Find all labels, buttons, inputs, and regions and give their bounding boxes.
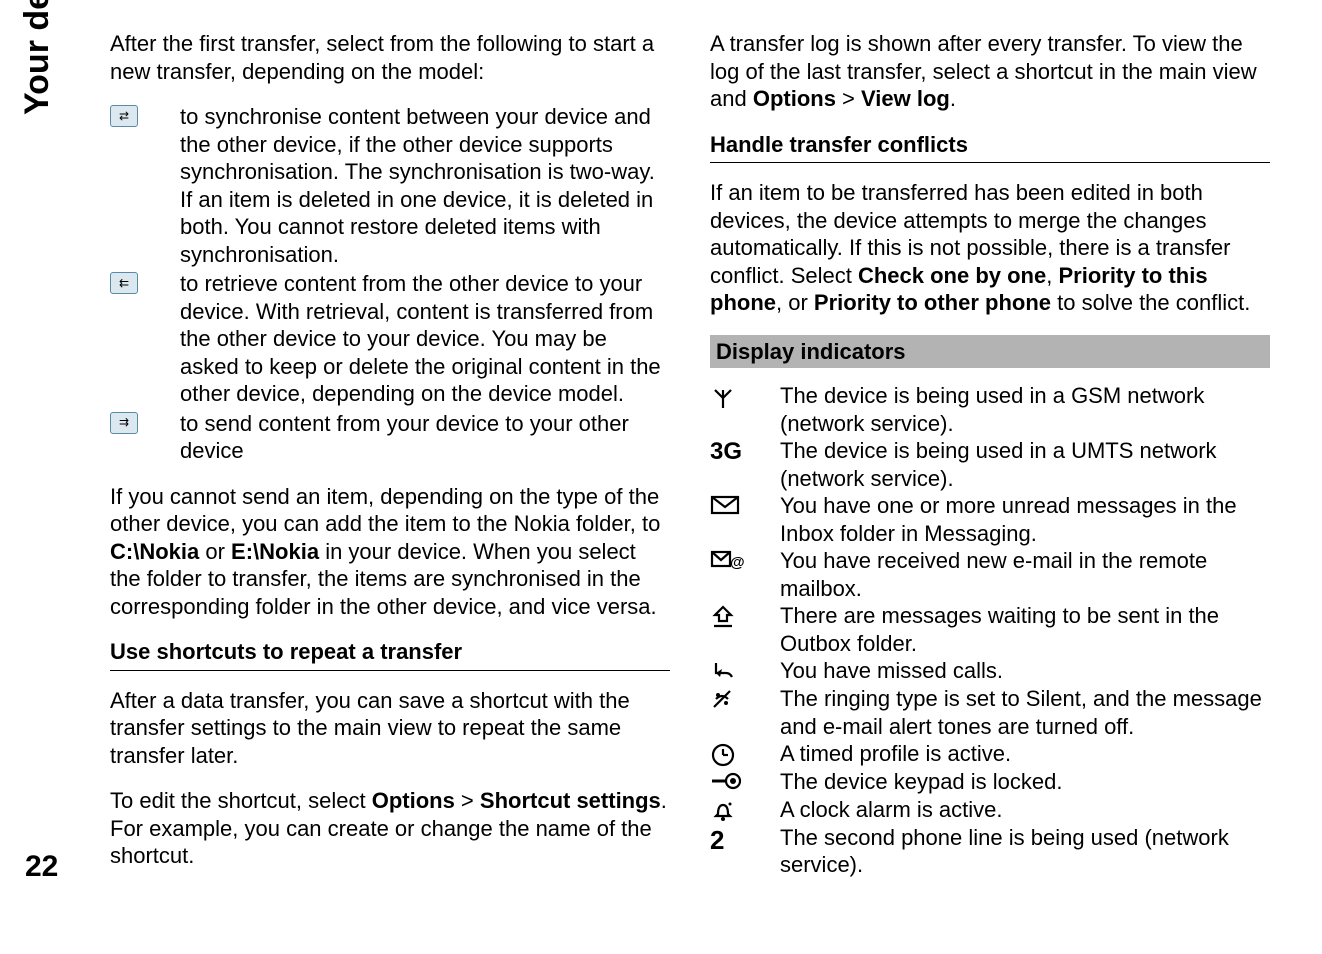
email-at-icon: @ xyxy=(710,547,780,571)
indicators-list: The device is being used in a GSM networ… xyxy=(710,382,1270,879)
text: to solve the conflict. xyxy=(1051,290,1250,315)
indicator-text: The device keypad is locked. xyxy=(780,768,1270,796)
indicator-text: The second phone line is being used (net… xyxy=(780,824,1270,879)
shortcut-settings-label: Shortcut settings xyxy=(480,788,661,813)
indicator-row: 2The second phone line is being used (ne… xyxy=(710,824,1270,879)
indicator-text: The ringing type is set to Silent, and t… xyxy=(780,685,1270,740)
alarm-icon xyxy=(710,796,780,824)
indicator-text: A clock alarm is active. xyxy=(780,796,1270,824)
options-label: Options xyxy=(372,788,455,813)
intro-paragraph: After the first transfer, select from th… xyxy=(110,30,670,85)
indicator-text: You have missed calls. xyxy=(780,657,1270,685)
indicator-row: A timed profile is active. xyxy=(710,740,1270,768)
sync-icon: ⇄ xyxy=(110,103,180,127)
indicator-text: There are messages waiting to be sent in… xyxy=(780,602,1270,657)
page-content: After the first transfer, select from th… xyxy=(110,30,1282,888)
shortcuts-heading: Use shortcuts to repeat a transfer xyxy=(110,638,670,671)
conflicts-paragraph: If an item to be transferred has been ed… xyxy=(710,179,1270,317)
clock-icon xyxy=(710,740,780,768)
transfer-option-send: ⇉ to send content from your device to yo… xyxy=(110,410,670,465)
indicator-row: The device is being used in a GSM networ… xyxy=(710,382,1270,437)
path-c: C:\Nokia xyxy=(110,539,199,564)
text: > xyxy=(455,788,480,813)
text: , or xyxy=(776,290,814,315)
text: , xyxy=(1046,263,1058,288)
sidebar-section-label: Your device xyxy=(18,0,57,115)
priority-other-label: Priority to other phone xyxy=(814,290,1051,315)
transfer-log-paragraph: A transfer log is shown after every tran… xyxy=(710,30,1270,113)
silent-icon xyxy=(710,685,780,711)
view-log-label: View log xyxy=(861,86,950,111)
missed-icon xyxy=(710,657,780,685)
indicator-row: There are messages waiting to be sent in… xyxy=(710,602,1270,657)
indicator-row: You have missed calls. xyxy=(710,657,1270,685)
indicator-text: You have received new e-mail in the remo… xyxy=(780,547,1270,602)
nokia-folder-paragraph: If you cannot send an item, depending on… xyxy=(110,483,670,621)
left-column: After the first transfer, select from th… xyxy=(110,30,670,888)
3G-icon: 3G xyxy=(710,437,780,465)
retrieve-text: to retrieve content from the other devic… xyxy=(180,270,670,408)
text: > xyxy=(836,86,861,111)
envelope-icon xyxy=(710,492,780,516)
send-text: to send content from your device to your… xyxy=(180,410,670,465)
transfer-option-sync: ⇄ to synchronise content between your de… xyxy=(110,103,670,268)
svg-text:@: @ xyxy=(730,554,744,571)
send-icon: ⇉ xyxy=(110,410,180,434)
indicator-row: The device keypad is locked. xyxy=(710,768,1270,796)
shortcut-edit-paragraph: To edit the shortcut, select Options > S… xyxy=(110,787,670,870)
options-label: Options xyxy=(753,86,836,111)
text: or xyxy=(199,539,231,564)
line2-icon: 2 xyxy=(710,824,780,855)
transfer-option-retrieve: ⇇ to retrieve content from the other dev… xyxy=(110,270,670,408)
indicator-text: You have one or more unread messages in … xyxy=(780,492,1270,547)
right-column: A transfer log is shown after every tran… xyxy=(710,30,1270,888)
conflicts-heading: Handle transfer conflicts xyxy=(710,131,1270,164)
outbox-icon xyxy=(710,602,780,630)
text: To edit the shortcut, select xyxy=(110,788,372,813)
indicator-row: 3GThe device is being used in a UMTS net… xyxy=(710,437,1270,492)
check-one-label: Check one by one xyxy=(858,263,1046,288)
text: If you cannot send an item, depending on… xyxy=(110,484,660,537)
indicator-row: The ringing type is set to Silent, and t… xyxy=(710,685,1270,740)
indicator-row: You have one or more unread messages in … xyxy=(710,492,1270,547)
indicator-text: The device is being used in a UMTS netwo… xyxy=(780,437,1270,492)
indicator-row: A clock alarm is active. xyxy=(710,796,1270,824)
indicators-heading: Display indicators xyxy=(710,335,1270,369)
lock-icon xyxy=(710,768,780,792)
sync-text: to synchronise content between your devi… xyxy=(180,103,670,268)
indicator-text: A timed profile is active. xyxy=(780,740,1270,768)
indicator-text: The device is being used in a GSM networ… xyxy=(780,382,1270,437)
text: . xyxy=(950,86,956,111)
gsm-icon xyxy=(710,382,780,410)
indicator-row: @ You have received new e-mail in the rem… xyxy=(710,547,1270,602)
retrieve-icon: ⇇ xyxy=(110,270,180,294)
shortcut-save-paragraph: After a data transfer, you can save a sh… xyxy=(110,687,670,770)
path-e: E:\Nokia xyxy=(231,539,319,564)
page-number: 22 xyxy=(25,850,58,884)
